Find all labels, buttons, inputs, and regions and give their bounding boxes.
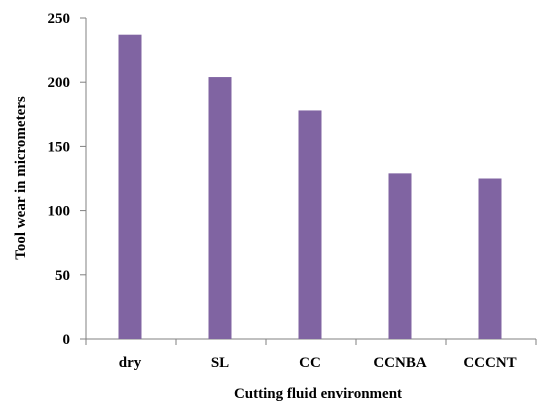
- x-tick-labels: dry SL CC CCNBA CCCNT: [119, 355, 517, 371]
- y-axis-title: Tool wear in micrometers: [13, 96, 29, 260]
- y-axis: [80, 17, 87, 340]
- bar-sl: [208, 77, 232, 340]
- x-tick-label: CCCNT: [463, 355, 516, 371]
- bar-ccnba: [388, 173, 412, 339]
- y-tick-labels: 0 50 100 150 200 250: [48, 11, 71, 348]
- bar-dry: [118, 34, 142, 339]
- y-tick-label: 250: [48, 11, 71, 27]
- y-tick-label: 50: [55, 268, 70, 284]
- y-tick-label: 150: [48, 139, 71, 155]
- x-axis: [85, 338, 537, 345]
- y-tick-label: 100: [48, 204, 71, 220]
- bar-cc: [298, 110, 322, 339]
- x-tick-label: SL: [211, 355, 229, 371]
- bars: [118, 34, 502, 340]
- x-tick-label: CCNBA: [373, 355, 427, 371]
- bar-cccnt: [478, 178, 502, 339]
- y-tick-label: 0: [63, 332, 71, 348]
- y-tick-label: 200: [48, 75, 71, 91]
- x-axis-title: Cutting fluid environment: [234, 386, 402, 401]
- x-tick-label: CC: [299, 355, 321, 371]
- x-tick-label: dry: [119, 355, 142, 371]
